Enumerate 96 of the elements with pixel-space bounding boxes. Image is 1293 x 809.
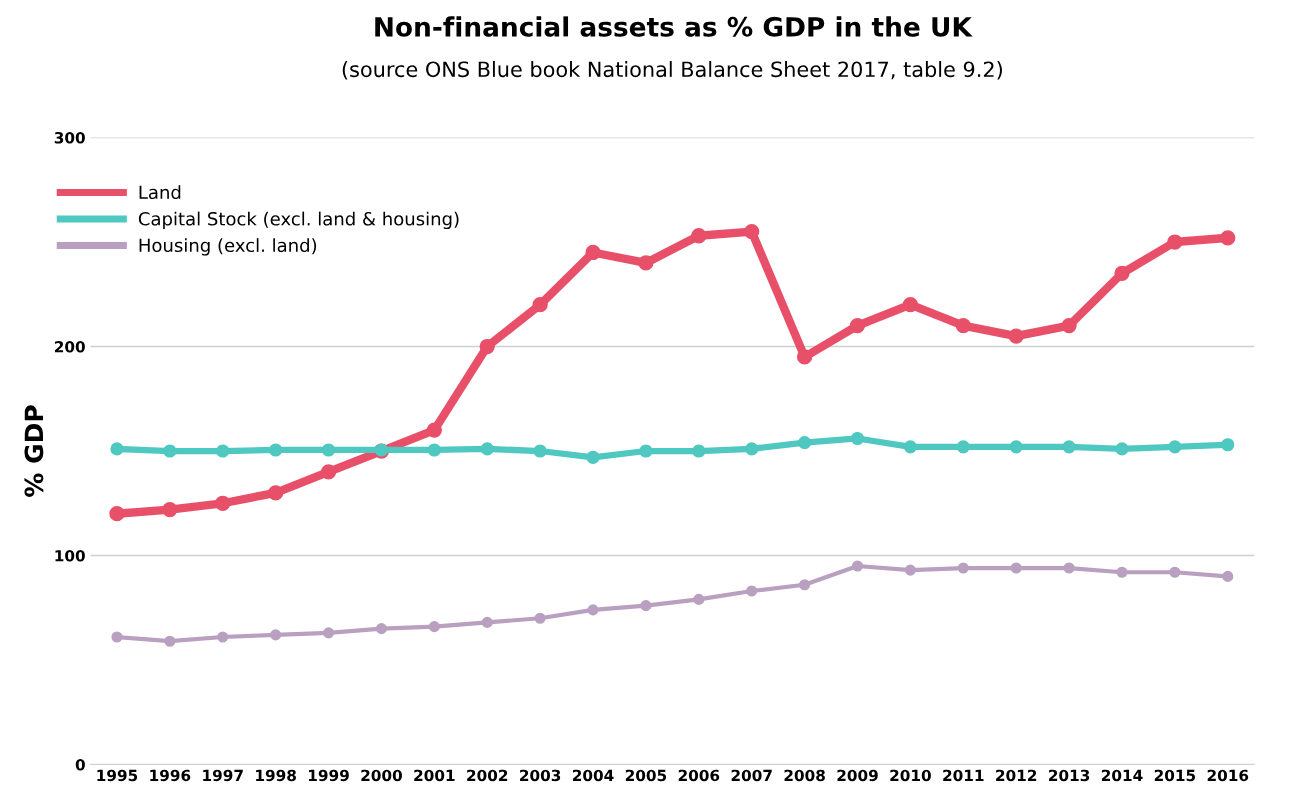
y-tick-label: 100 xyxy=(55,549,85,562)
point xyxy=(270,629,282,641)
point xyxy=(850,431,865,446)
x-tick-label: 2012 xyxy=(996,769,1037,782)
point xyxy=(693,593,705,605)
x-tick-label: 2006 xyxy=(678,769,720,782)
point xyxy=(1062,440,1076,454)
x-tick-label: 2003 xyxy=(520,769,561,782)
point xyxy=(426,422,442,438)
x-tick-label: 2016 xyxy=(1207,769,1249,782)
x-tick-label: 1998 xyxy=(256,769,296,782)
chart-title: Non-financial assets as % GDP in the UK xyxy=(375,16,973,37)
point xyxy=(269,443,283,457)
point xyxy=(1168,440,1182,454)
x-tick-label: 2007 xyxy=(731,769,772,782)
point xyxy=(1221,438,1235,452)
point xyxy=(428,621,440,633)
point xyxy=(533,444,547,458)
point xyxy=(217,631,229,643)
point xyxy=(902,297,919,313)
point xyxy=(639,444,653,458)
point xyxy=(215,495,231,511)
point xyxy=(268,485,284,501)
x-tick-label: 2002 xyxy=(467,769,508,782)
legend-label: Land xyxy=(139,185,181,200)
x-tick-label: 2013 xyxy=(1049,769,1090,782)
point xyxy=(799,579,811,591)
point xyxy=(904,564,916,576)
x-tick-label: 2014 xyxy=(1101,769,1143,782)
point xyxy=(1220,230,1236,246)
x-tick-label: 2004 xyxy=(572,769,614,782)
point xyxy=(320,464,337,480)
point xyxy=(955,317,971,334)
y-tick-label: 200 xyxy=(54,340,85,353)
point xyxy=(1115,442,1129,456)
point xyxy=(375,623,387,635)
point xyxy=(427,443,441,457)
point xyxy=(534,612,546,624)
point xyxy=(532,297,548,313)
point xyxy=(798,436,812,450)
point xyxy=(640,600,652,612)
point xyxy=(1114,265,1130,282)
point xyxy=(163,444,177,458)
x-tick-label: 2001 xyxy=(414,769,455,782)
point xyxy=(216,444,230,458)
point xyxy=(162,501,178,518)
x-tick-label: 1999 xyxy=(309,769,349,782)
point xyxy=(110,442,124,456)
point xyxy=(111,631,123,643)
point xyxy=(745,442,759,456)
x-tick-label: 1996 xyxy=(150,769,191,782)
point xyxy=(746,585,758,597)
x-tick-label: 1997 xyxy=(203,769,243,782)
y-tick-label: 0 xyxy=(75,758,85,771)
point xyxy=(109,506,125,522)
point xyxy=(638,255,654,271)
point xyxy=(481,616,493,628)
point xyxy=(849,317,866,334)
point xyxy=(1222,570,1234,582)
point xyxy=(1009,440,1023,454)
point xyxy=(1063,562,1075,574)
point xyxy=(322,627,335,639)
point xyxy=(1061,317,1077,334)
legend-label: Housing (excl. land) xyxy=(139,238,317,256)
point xyxy=(585,244,601,261)
y-tick-label: 300 xyxy=(54,132,85,144)
point xyxy=(957,562,969,574)
x-tick-label: 2011 xyxy=(943,769,984,782)
chart-subtitle: (source ONS Blue book National Balance Sheet 2017, table 9.2) xyxy=(342,61,1002,80)
point xyxy=(164,635,176,647)
x-tick-label: 2008 xyxy=(784,769,825,782)
point xyxy=(480,442,494,456)
point xyxy=(479,338,495,355)
point xyxy=(1167,234,1183,250)
x-tick-label: 1995 xyxy=(97,769,138,782)
point xyxy=(1116,566,1128,578)
point xyxy=(1008,328,1024,344)
x-tick-label: 2000 xyxy=(361,769,402,782)
legend-label: Capital Stock (excl. land & housing) xyxy=(138,211,459,230)
y-axis-title: % GDP xyxy=(24,405,44,497)
point xyxy=(796,349,813,365)
x-tick-label: 2005 xyxy=(625,769,667,782)
x-tick-label: 2010 xyxy=(890,769,931,782)
point xyxy=(744,223,760,240)
point xyxy=(851,560,864,572)
point xyxy=(587,604,599,616)
point xyxy=(903,440,917,454)
point xyxy=(1010,562,1022,574)
point xyxy=(586,450,600,464)
point xyxy=(1169,566,1181,578)
point xyxy=(321,443,336,457)
point xyxy=(691,228,707,244)
point xyxy=(692,444,706,458)
x-tick-label: 2009 xyxy=(837,769,878,782)
point xyxy=(956,440,970,454)
x-tick-label: 2015 xyxy=(1154,769,1196,782)
